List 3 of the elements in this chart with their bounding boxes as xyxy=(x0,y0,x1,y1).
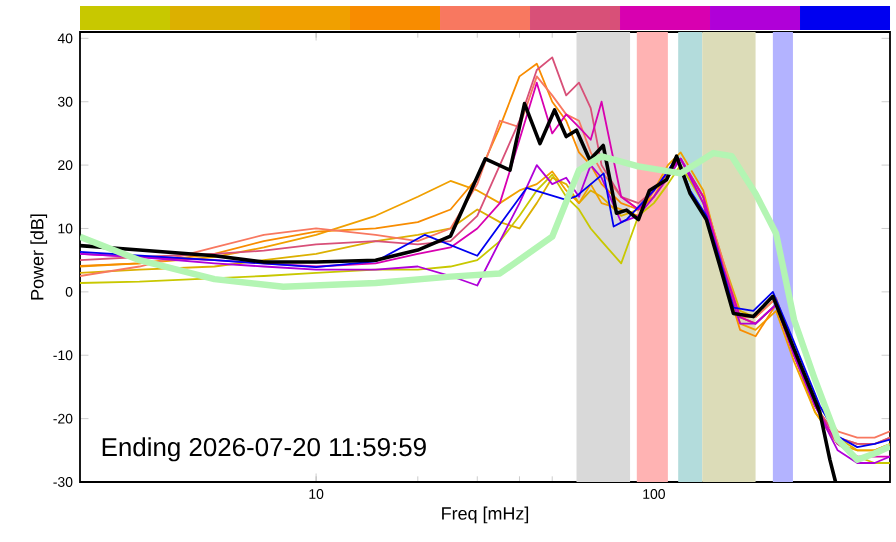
x-axis-title: Freq [mHz] xyxy=(442,506,529,524)
annotation: Ending 2026-07-20 11:59:59 xyxy=(102,437,426,462)
y-axis-title: Power [dB] xyxy=(30,214,48,300)
